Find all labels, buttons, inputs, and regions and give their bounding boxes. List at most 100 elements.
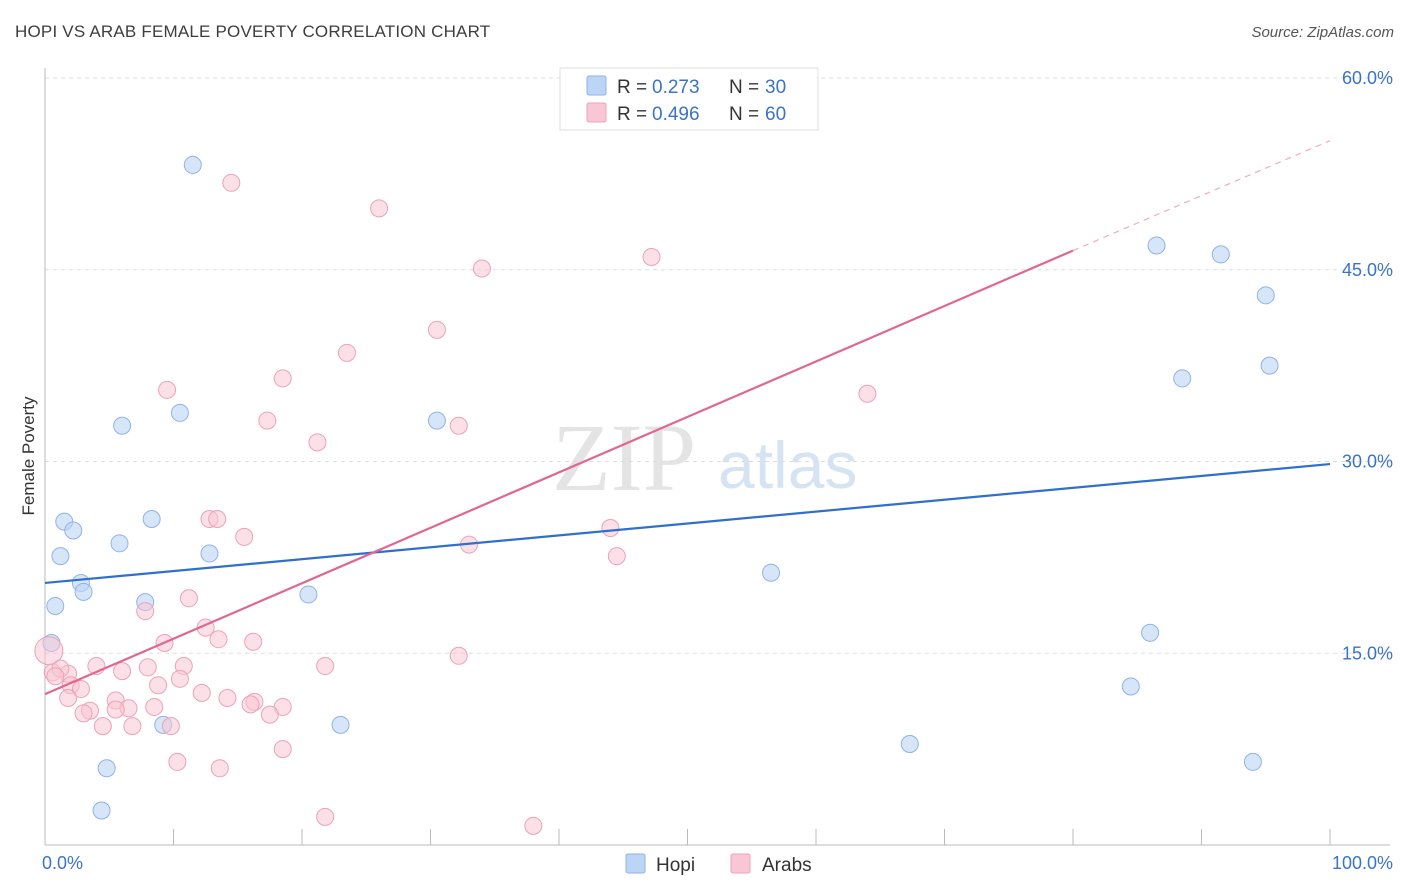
arab-point bbox=[260, 705, 279, 724]
arab-trend-extension bbox=[1072, 140, 1331, 252]
arab-point bbox=[208, 510, 227, 529]
arab-point bbox=[59, 688, 78, 707]
legend-hopi-n-label: N = bbox=[729, 77, 759, 98]
axes bbox=[44, 68, 1390, 846]
arab-point bbox=[222, 173, 241, 192]
arab-point bbox=[607, 547, 626, 566]
bottom-legend-hopi-label: Hopi bbox=[656, 855, 695, 876]
hopi-point bbox=[331, 715, 350, 734]
arab-point bbox=[170, 669, 189, 688]
arab-point bbox=[370, 199, 389, 218]
top-legend: R = 0.273 N = 30 R = 0.496 N = 60 bbox=[559, 67, 819, 131]
legend-arab-r-label: R = bbox=[617, 104, 647, 125]
y-tick-labels: 15.0% 30.0% 45.0% 60.0% bbox=[1342, 68, 1393, 663]
arab-trend-line bbox=[44, 249, 1074, 696]
arab-point bbox=[273, 369, 292, 388]
x-tick-label: 100.0% bbox=[1332, 853, 1393, 873]
hopi-point bbox=[142, 510, 161, 529]
arab-point bbox=[123, 717, 142, 736]
hopi-point bbox=[92, 801, 111, 820]
legend-hopi-r-value: 0.273 bbox=[652, 77, 700, 98]
hopi-points bbox=[42, 155, 1279, 820]
arab-point bbox=[168, 752, 187, 771]
arab-point bbox=[308, 433, 327, 452]
hopi-point bbox=[200, 544, 219, 563]
arab-point bbox=[642, 247, 661, 266]
hopi-point bbox=[1211, 245, 1230, 264]
hopi-point bbox=[299, 585, 318, 604]
arab-point bbox=[601, 518, 620, 537]
arab-point bbox=[210, 759, 229, 778]
arab-points bbox=[34, 173, 877, 835]
arab-point bbox=[106, 700, 125, 719]
hopi-point bbox=[1256, 286, 1275, 305]
arab-point bbox=[337, 343, 356, 362]
y-tick-label: 15.0% bbox=[1342, 643, 1393, 663]
hopi-point bbox=[64, 521, 83, 540]
arab-point bbox=[258, 411, 277, 430]
arab-point bbox=[316, 807, 335, 826]
arab-point bbox=[93, 717, 112, 736]
arab-point bbox=[472, 259, 491, 278]
arab-point bbox=[209, 630, 228, 649]
x-tick-labels: 0.0% 100.0% bbox=[42, 853, 1393, 873]
legend-hopi-n-value: 30 bbox=[765, 77, 786, 98]
bottom-legend: Hopi Arabs bbox=[625, 853, 812, 876]
arab-point bbox=[136, 602, 155, 621]
hopi-point bbox=[427, 411, 446, 430]
arab-point bbox=[113, 662, 132, 681]
arab-point bbox=[71, 680, 90, 699]
arab-point bbox=[138, 658, 157, 677]
hopi-point bbox=[1141, 623, 1160, 642]
arab-point bbox=[46, 667, 65, 686]
y-axis-title: Female Poverty bbox=[19, 396, 38, 516]
arab-point bbox=[192, 683, 211, 702]
arab-point bbox=[858, 384, 877, 403]
hopi-point bbox=[1260, 356, 1279, 375]
legend-arab-swatch bbox=[586, 102, 607, 123]
hopi-point bbox=[183, 155, 202, 174]
bottom-legend-arab-swatch bbox=[730, 853, 751, 874]
x-tick-label: 0.0% bbox=[42, 853, 83, 873]
y-tick-label: 45.0% bbox=[1342, 260, 1393, 280]
arab-point bbox=[158, 380, 177, 399]
bottom-legend-hopi-swatch bbox=[625, 853, 646, 874]
hopi-point bbox=[1243, 752, 1262, 771]
hopi-point bbox=[110, 534, 129, 553]
legend-arab-r-value: 0.496 bbox=[652, 104, 700, 125]
legend-arab-n-label: N = bbox=[729, 104, 759, 125]
arab-point bbox=[161, 717, 180, 736]
hopi-point bbox=[113, 416, 132, 435]
arab-point bbox=[524, 816, 543, 835]
arab-point bbox=[235, 527, 254, 546]
trend-lines bbox=[44, 140, 1331, 696]
arab-point bbox=[149, 676, 168, 695]
y-tick-label: 60.0% bbox=[1342, 68, 1393, 88]
legend-hopi-r-label: R = bbox=[617, 77, 647, 98]
x-axis-ticks bbox=[173, 829, 1331, 845]
arab-point bbox=[74, 704, 93, 723]
arab-point bbox=[316, 657, 335, 676]
hopi-point bbox=[170, 403, 189, 422]
hopi-point bbox=[51, 547, 70, 566]
arab-point bbox=[241, 695, 260, 714]
arab-point bbox=[427, 320, 446, 339]
arab-point bbox=[218, 688, 237, 707]
chart-title: HOPI VS ARAB FEMALE POVERTY CORRELATION … bbox=[15, 22, 491, 41]
watermark-atlas: atlas bbox=[718, 428, 857, 502]
arab-point bbox=[449, 646, 468, 665]
hopi-point bbox=[46, 596, 65, 615]
watermark-zip: ZIP bbox=[552, 404, 696, 511]
arab-point bbox=[244, 632, 263, 651]
bottom-legend-arab-label: Arabs bbox=[762, 855, 812, 876]
legend-hopi-swatch bbox=[586, 75, 607, 96]
hopi-point bbox=[1147, 236, 1166, 255]
hopi-point bbox=[900, 735, 919, 754]
hopi-point bbox=[1121, 677, 1140, 696]
hopi-point bbox=[74, 582, 93, 601]
watermark: ZIP atlas bbox=[552, 404, 857, 511]
hopi-trend-line bbox=[44, 462, 1331, 585]
arab-point bbox=[273, 740, 292, 759]
arab-point bbox=[179, 589, 198, 608]
